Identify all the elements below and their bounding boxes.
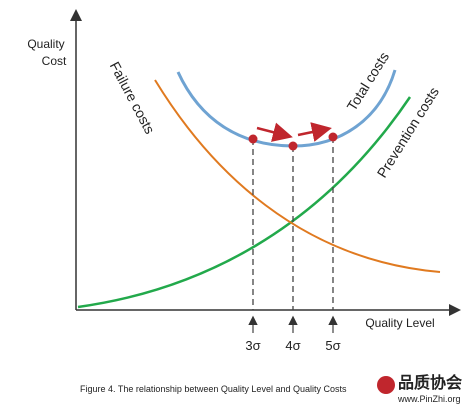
- sigma-arrows: [248, 315, 338, 333]
- watermark-bg: [380, 372, 474, 407]
- prevention-curve: [77, 96, 412, 309]
- y-axis-label: Quality: [27, 37, 64, 51]
- watermark-url: www.PinZhi.org: [397, 394, 461, 404]
- caption: Figure 4. The relationship between Quali…: [80, 384, 347, 394]
- watermark-name: 品质协会: [398, 373, 462, 392]
- sigma-label: 4σ: [285, 338, 300, 353]
- failure-label: Failure costs: [107, 59, 158, 137]
- x-axis-label: Quality Level: [365, 316, 434, 330]
- failure-curve: [154, 79, 441, 273]
- sigma-guides: [252, 137, 334, 310]
- sigma-label: 3σ: [245, 338, 260, 353]
- y-axis-label: Cost: [42, 54, 67, 68]
- sigma-label: 5σ: [325, 338, 340, 353]
- watermark-logo: [377, 376, 395, 394]
- improvement-arrows: [256, 122, 332, 142]
- total-label: Total costs: [343, 49, 392, 114]
